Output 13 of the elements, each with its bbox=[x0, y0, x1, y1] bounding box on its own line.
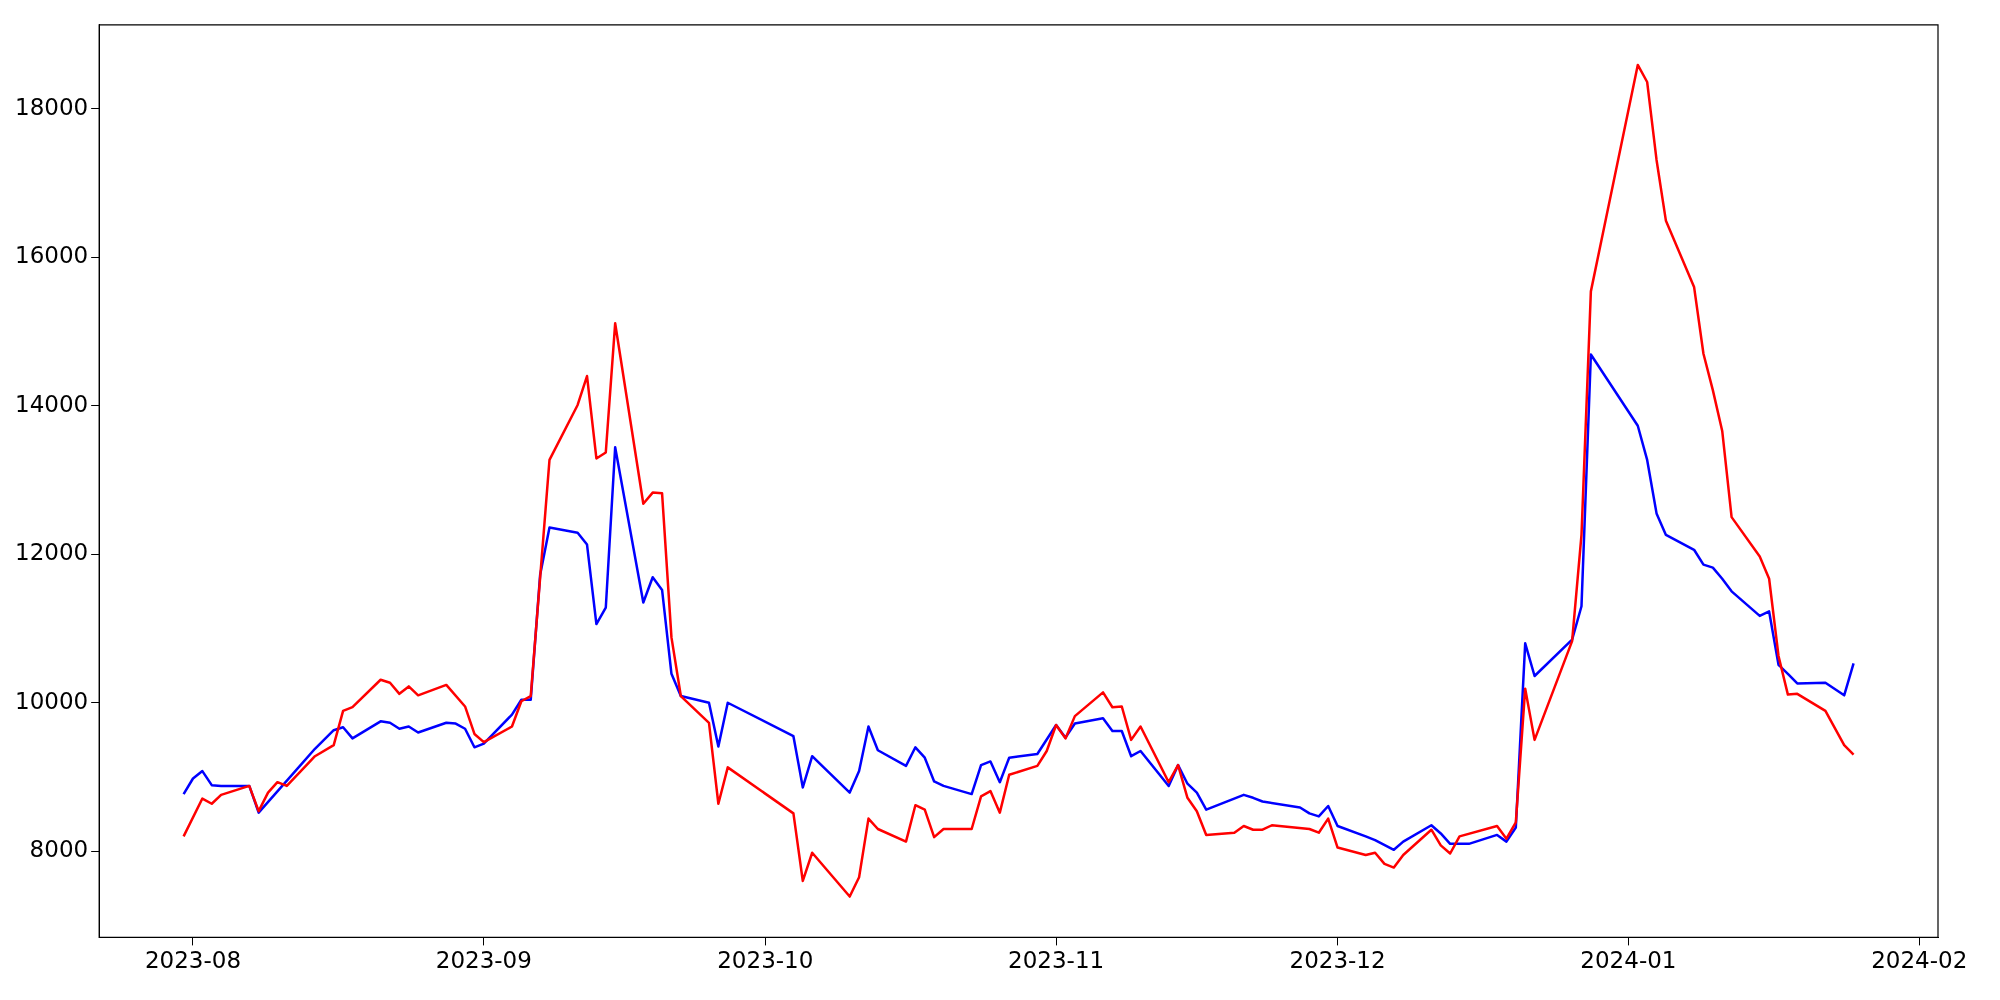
x-tick-label: 2023-11 bbox=[1008, 947, 1105, 974]
x-tick-label: 2024-02 bbox=[1871, 947, 1968, 974]
y-tick-label: 14000 bbox=[14, 390, 89, 417]
y-tick-label: 18000 bbox=[14, 93, 89, 120]
y-tick-label: 8000 bbox=[29, 836, 89, 863]
x-tick-label: 2023-09 bbox=[435, 947, 532, 974]
y-tick-label: 12000 bbox=[14, 539, 89, 566]
x-tick-label: 2023-08 bbox=[144, 947, 242, 974]
y-tick-label: 10000 bbox=[14, 687, 89, 714]
x-tick-label: 2023-10 bbox=[717, 947, 814, 974]
x-tick-label: 2024-01 bbox=[1580, 947, 1677, 974]
x-tick-label: 2023-12 bbox=[1289, 947, 1386, 974]
y-tick-label: 16000 bbox=[14, 242, 89, 269]
